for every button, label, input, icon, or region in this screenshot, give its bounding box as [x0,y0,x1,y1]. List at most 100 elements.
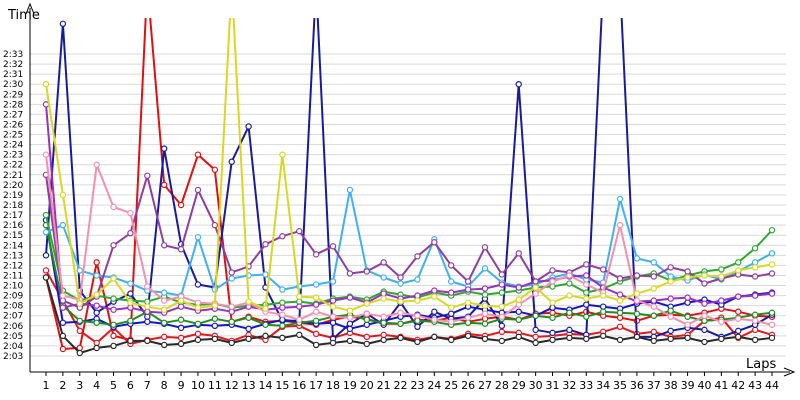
y-tick-label: 2:31 [3,70,23,80]
x-tick-label: 20 [360,379,374,392]
data-point [701,280,708,287]
data-point [144,303,151,310]
x-tick-label: 4 [93,379,100,392]
data-point [296,298,303,305]
data-point [110,306,117,313]
data-point [59,345,67,353]
data-point [110,203,117,211]
data-point [498,313,506,320]
data-point [515,308,522,315]
data-point [667,313,674,320]
data-point [144,313,151,320]
data-point [549,336,556,344]
data-point [498,303,506,310]
data-point [110,275,117,282]
data-point [481,285,489,292]
data-point [329,243,337,250]
data-point [380,259,387,266]
x-tick-label: 1 [43,379,50,392]
data-point [735,315,742,322]
data-point [110,321,117,328]
y-tick-label: 2:27 [3,110,23,120]
data-point [414,253,421,260]
data-point [76,317,83,324]
data-point [127,317,134,324]
x-tick-label: 35 [613,379,627,392]
data-point [768,261,776,268]
data-point [93,291,100,298]
series-7 [42,186,776,299]
x-tick-label: 28 [495,379,509,392]
data-point [296,227,303,235]
data-point [262,305,269,312]
series-9 [42,171,776,311]
data-point [262,332,269,340]
x-tick-label: 40 [697,379,711,392]
x-tick-label: 36 [630,379,644,392]
data-point [667,335,674,343]
data-point [566,334,573,342]
data-point [312,317,320,324]
data-point [363,321,370,328]
data-point [549,283,556,290]
data-point [751,264,759,271]
grid [30,53,786,357]
data-point [684,321,691,328]
data-point [346,314,354,321]
data-point [464,314,472,321]
x-tick-label: 19 [343,379,357,392]
data-point [59,332,67,340]
data-point [363,316,370,323]
data-point [768,290,776,297]
data-point [127,337,134,345]
data-point [464,278,472,285]
data-point [532,333,539,341]
x-tick-label: 24 [427,379,441,392]
data-point [76,300,83,307]
data-point [397,280,404,287]
y-tick-label: 2:20 [3,181,23,191]
data-point [650,259,658,266]
data-point [245,123,252,130]
x-tick-label: 42 [731,379,745,392]
data-point [616,297,624,304]
data-point [110,295,117,302]
data-point [414,292,421,299]
data-point [549,267,556,274]
y-tick-label: 2:15 [3,231,23,241]
data-point [279,311,286,318]
data-point [684,274,691,281]
data-point [633,333,641,341]
data-point [380,331,387,339]
data-point [515,316,522,323]
data-point [616,195,624,203]
data-point [59,297,67,304]
y-tick-label: 2:30 [3,80,23,90]
data-point [194,299,202,306]
x-tick-label: 41 [714,379,728,392]
x-tick-label: 33 [579,379,593,392]
x-axis-arrow [783,367,796,377]
data-point [481,310,489,317]
data-point [312,251,320,258]
data-point [93,161,100,168]
x-tick-label: 38 [664,379,678,392]
x-tick-label: 11 [208,379,222,392]
data-point [431,239,438,246]
data-point [701,338,708,346]
data-point [414,323,421,331]
data-point [431,316,438,323]
data-point [735,333,742,341]
data-point [279,304,286,311]
data-point [177,246,185,253]
data-point [498,271,506,278]
data-point [380,290,387,297]
data-point [718,297,725,304]
data-point [380,274,387,281]
data-point [93,302,100,309]
x-tick-label: 44 [765,379,779,392]
data-point [296,303,303,310]
data-point [262,271,269,278]
data-point [481,335,489,343]
